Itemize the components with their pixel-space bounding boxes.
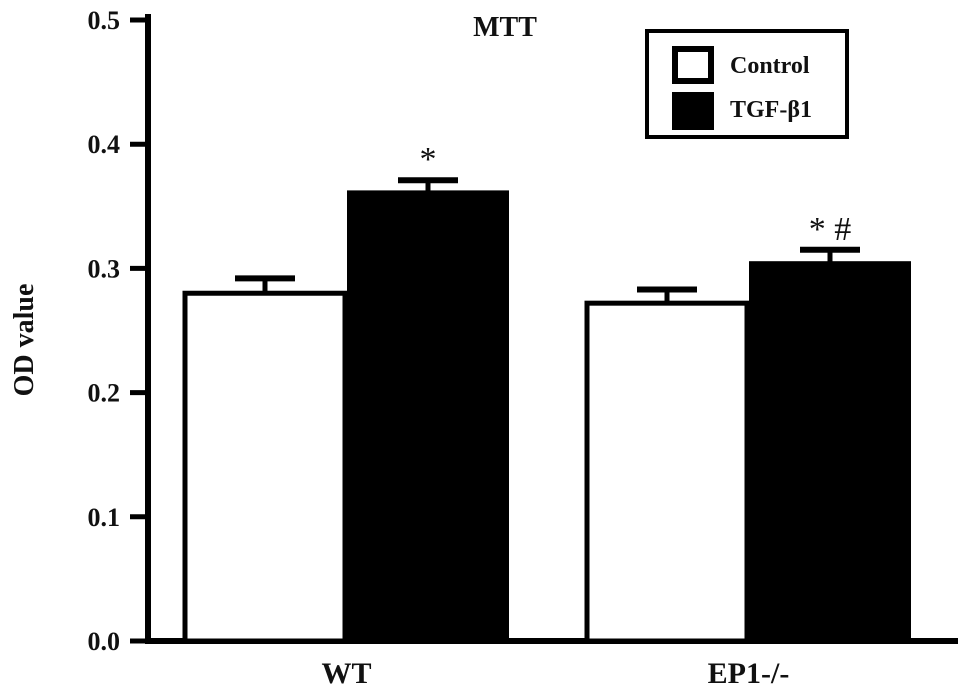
- y-tick-label: 0.1: [88, 503, 121, 532]
- significance-annotation: * #: [809, 211, 852, 248]
- bar-tgf-0: [347, 190, 509, 642]
- legend-swatch-control: [672, 46, 714, 84]
- bar-control-1: [584, 300, 750, 644]
- y-axis-label: OD value: [9, 284, 40, 397]
- legend-swatch-tgf: [672, 92, 714, 130]
- legend-label-tgf: TGF-β1: [730, 97, 812, 123]
- x-category-label: WT: [321, 657, 371, 690]
- y-tick-label: 0.3: [88, 254, 121, 283]
- y-tick-label: 0.5: [88, 6, 121, 35]
- chart-title: MTT: [473, 12, 537, 43]
- y-tick-label: 0.2: [88, 379, 121, 408]
- x-category-label: EP1-/-: [708, 657, 790, 690]
- bar-control-0: [182, 290, 348, 644]
- legend: Control TGF-β1: [645, 29, 849, 139]
- significance-annotation: *: [420, 141, 437, 178]
- y-tick-label: 0.0: [88, 627, 121, 656]
- plot-area: 0.0 0.1 0.2 0.3 0.4 0.5 * WT * # EP1-/-: [88, 6, 958, 690]
- legend-label-control: Control: [730, 53, 810, 79]
- y-tick-label: 0.4: [88, 130, 121, 159]
- bar-tgf-1: [749, 261, 911, 642]
